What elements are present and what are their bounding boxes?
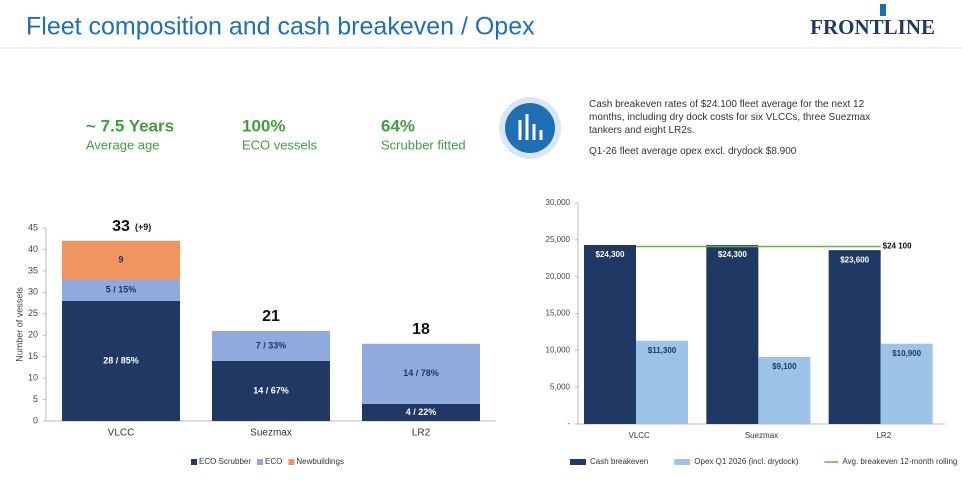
y-axis-label: Number of vessels [14,287,24,362]
stat-value: ~ 7.5 Years [86,116,174,135]
bar-segment [362,343,480,404]
y-tick-label: 0 [33,415,38,425]
bar-segment [62,279,180,301]
slide-title: Fleet composition and cash breakeven / O… [26,13,535,41]
y-tick-label: 10 [28,372,38,382]
bar-segment [212,330,330,361]
bar [880,343,933,424]
y-tick-label: 35 [28,265,38,275]
bar-total: 33 [112,218,130,235]
y-tick-label: 30,000 [546,198,571,207]
bar-segment [62,240,180,280]
annotation: (+9) [135,222,151,232]
y-tick-label: 5 [33,394,38,404]
legend-label: Avg. breakeven 12-month rolling [842,457,957,466]
bar-label: 9 [118,255,123,265]
y-tick-label: 30 [28,287,38,297]
bar [828,250,881,424]
legend-label: ECO Scrubber [199,457,251,466]
y-tick-label: 15,000 [546,309,571,318]
y-tick-label: 25 [28,308,38,318]
icon [505,103,555,153]
stat-label: Average age [86,137,160,152]
x-tick-label: Suezmax [745,431,778,440]
bar-total: 18 [412,321,430,338]
y-tick-label: 5,000 [550,382,571,391]
bar-label: 7 / 33% [256,340,287,350]
logo-mark [880,4,886,16]
stat-label: ECO vessels [242,137,318,152]
stat-value: 100% [242,116,285,135]
legend-label: Cash breakeven [590,457,648,466]
legend-swatch [191,459,197,465]
legend-swatch [570,459,586,465]
x-tick-label: VLCC [108,428,135,439]
stat-value: 64% [381,116,415,135]
bar-label: 14 / 67% [253,385,289,395]
bar [584,244,636,424]
legend-label: ECO [265,457,282,466]
bar [758,356,811,424]
y-tick-label: 20 [28,330,38,340]
bar [636,340,688,424]
x-tick-label: VLCC [628,431,650,440]
note-text: Q1-26 fleet average opex excl. drydock $… [589,146,797,157]
bar-label: $10,900 [892,349,921,358]
y-tick-label: 40 [28,244,38,254]
legend-swatch [257,459,264,465]
bar-label: 14 / 78% [403,368,439,378]
y-tick-label: - [567,419,570,428]
bar-label: 4 / 22% [406,407,437,417]
bar-label: $9,100 [772,362,797,371]
bar-label: $11,300 [648,346,677,355]
bar-label: $23,600 [840,255,869,264]
stat-label: Scrubber fitted [381,137,466,152]
y-tick-label: 20,000 [546,272,571,281]
icon-bars [518,114,543,140]
logo: FRONTLINE [810,15,935,39]
bar-total: 21 [262,308,280,325]
reference-label: $24 100 [883,242,912,251]
bar-segment [212,360,330,421]
x-tick-label: LR2 [876,431,891,440]
bar-label: 28 / 85% [103,355,139,365]
bar [706,244,759,424]
legend-label: Opex Q1 2026 (incl. drydock) [694,457,798,466]
x-tick-label: LR2 [412,428,431,439]
y-tick-label: 10,000 [546,345,571,354]
bar-label: 5 / 15% [106,285,137,295]
y-tick-label: 25,000 [546,235,571,244]
y-tick-label: 45 [28,222,38,232]
bar-segment [62,300,180,421]
bar-label: $24,300 [596,250,625,259]
bar-segment [362,403,480,421]
x-tick-label: Suezmax [250,428,292,439]
bar-label: $24,300 [718,250,747,259]
y-tick-label: 15 [28,351,38,361]
legend-swatch [674,459,691,465]
note: Cash breakeven rates of $24.100 fleet av… [589,99,870,157]
note-text: Cash breakeven rates of $24.100 fleet av… [589,99,870,136]
legend-label: Newbuildings [296,457,344,466]
legend-swatch [288,459,295,465]
